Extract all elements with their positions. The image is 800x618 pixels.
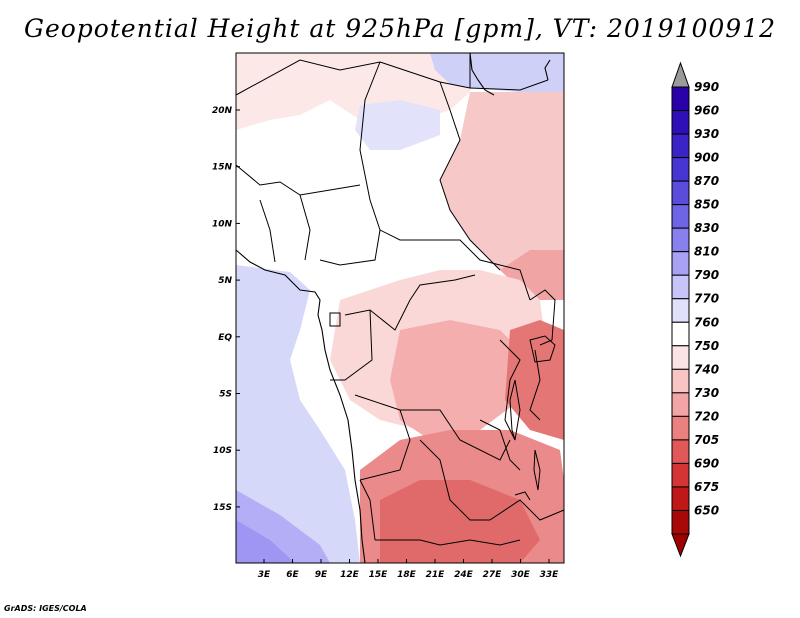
colorbar-bottom-arrow bbox=[671, 533, 690, 558]
x-tick-label: 15E bbox=[369, 570, 389, 580]
x-tick-label: 18E bbox=[397, 570, 417, 580]
colorbar-swatch bbox=[671, 486, 690, 511]
colorbar-swatch bbox=[671, 180, 690, 206]
lake-tanganyika bbox=[509, 379, 521, 441]
x-tick-label: 12E bbox=[340, 570, 360, 580]
colorbar-label: 870 bbox=[694, 174, 719, 188]
colorbar-label: 760 bbox=[694, 315, 719, 329]
colorbar-swatch bbox=[671, 368, 690, 394]
x-tick-label: 27E bbox=[483, 570, 503, 580]
x-tick-label: 9E bbox=[315, 570, 328, 580]
field-ethiopia-red bbox=[500, 250, 564, 300]
y-tick-label: 15S bbox=[213, 503, 232, 513]
colorbar-swatch bbox=[671, 204, 690, 229]
colorbar-swatch bbox=[671, 274, 690, 300]
colorbar-swatch bbox=[671, 157, 690, 182]
colorbar-label: 720 bbox=[694, 409, 719, 423]
field-gulf-ocean bbox=[236, 265, 360, 563]
colorbar-swatch bbox=[671, 509, 690, 535]
colorbar-label: 650 bbox=[694, 503, 719, 517]
grads-credit: GrADS: IGES/COLA bbox=[4, 604, 87, 613]
map-panel bbox=[236, 53, 564, 563]
colorbar-swatch bbox=[671, 462, 690, 488]
colorbar-swatch bbox=[671, 227, 690, 253]
map-title: Geopotential Height at 925hPa [gpm], VT:… bbox=[23, 14, 777, 43]
colorbar-swatch bbox=[671, 86, 690, 112]
colorbar-label: 930 bbox=[694, 127, 719, 141]
colorbar-label: 850 bbox=[694, 198, 719, 212]
colorbar-label: 770 bbox=[694, 292, 719, 306]
colorbar-label: 960 bbox=[694, 104, 719, 118]
colorbar-swatch bbox=[671, 133, 690, 159]
x-axis: 3E 6E 9E 12E 15E 18E 21E 24E 27E 30E 33E bbox=[258, 559, 559, 580]
colorbar-label: 750 bbox=[694, 339, 719, 353]
x-tick-label: 33E bbox=[540, 570, 560, 580]
colorbar-label: 690 bbox=[694, 456, 719, 470]
y-tick-label: 20N bbox=[212, 106, 233, 116]
lakes bbox=[509, 335, 556, 501]
lake-victoria bbox=[529, 335, 556, 363]
y-tick-label: 10S bbox=[213, 446, 232, 456]
colorbar-swatch bbox=[671, 251, 690, 276]
colorbar-label: 900 bbox=[694, 151, 719, 165]
x-tick-label: 6E bbox=[286, 570, 299, 580]
field-northeast-red bbox=[440, 92, 564, 270]
lake-kariba bbox=[514, 491, 531, 501]
field-kalahari-red bbox=[380, 480, 540, 563]
field-nile-blue bbox=[430, 53, 564, 92]
colorbar-label: 730 bbox=[694, 386, 719, 400]
colorbar-swatch bbox=[671, 298, 690, 323]
colorbar-top-arrow bbox=[671, 61, 690, 88]
y-tick-label: 5N bbox=[218, 276, 232, 286]
field-chad-blue bbox=[355, 100, 440, 150]
colorbar-swatch bbox=[671, 345, 690, 370]
field-deepest-blue bbox=[236, 520, 295, 563]
y-tick-label: EQ bbox=[218, 333, 232, 343]
colorbar-swatch bbox=[671, 110, 690, 135]
y-tick-label: 15N bbox=[212, 163, 233, 173]
lake-malawi bbox=[533, 449, 541, 491]
x-tick-label: 3E bbox=[258, 570, 271, 580]
colorbar-label: 810 bbox=[694, 245, 719, 259]
y-tick-label: 5S bbox=[219, 390, 232, 400]
colorbar-label: 705 bbox=[694, 433, 719, 447]
colorbar-label: 830 bbox=[694, 221, 719, 235]
colorbar-label: 675 bbox=[694, 480, 719, 494]
coastline bbox=[235, 52, 551, 564]
y-tick-label: 10N bbox=[212, 219, 233, 229]
colorbar-swatch bbox=[671, 415, 690, 441]
colorbar-label: 740 bbox=[694, 362, 719, 376]
colorbar-label: 990 bbox=[694, 80, 719, 94]
country-borders bbox=[235, 53, 565, 546]
colorbar-swatch bbox=[671, 439, 690, 464]
colorbar-label: 790 bbox=[694, 268, 719, 282]
colorbar-swatch bbox=[671, 321, 690, 347]
x-tick-label: 24E bbox=[454, 570, 474, 580]
colorbar: 990 960 930 900 870 850 830 810 790 770 760 750 740 7… bbox=[671, 61, 719, 558]
map-frame bbox=[235, 52, 565, 564]
x-tick-label: 30E bbox=[511, 570, 531, 580]
y-axis: 20N 15N 10N 5N EQ 5S 10S 15S bbox=[212, 106, 240, 513]
colorbar-swatch bbox=[671, 392, 690, 417]
x-tick-label: 21E bbox=[426, 570, 446, 580]
